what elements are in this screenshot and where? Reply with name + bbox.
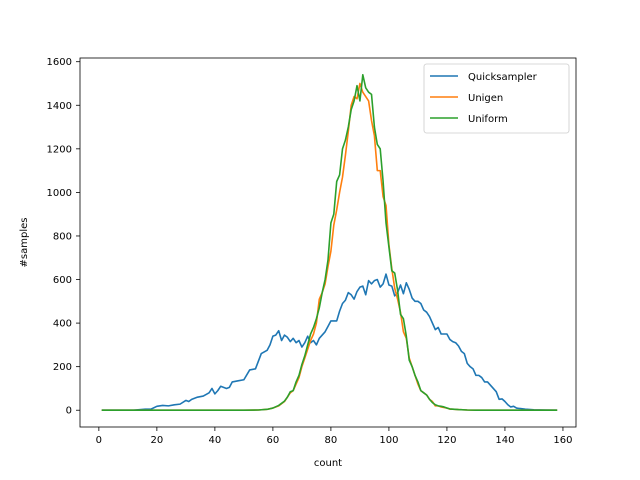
legend-label-unigen: Unigen xyxy=(468,93,503,104)
y-tick-label: 1200 xyxy=(47,144,72,155)
y-tick-label: 800 xyxy=(53,231,72,242)
y-tick-label: 1600 xyxy=(47,57,72,68)
x-axis: 0 20 40 60 80 100 120 140 160 xyxy=(96,427,572,446)
x-tick-label: 100 xyxy=(379,435,398,446)
y-axis: 0 200 400 600 800 1000 1200 1400 1600 xyxy=(47,57,80,417)
plot-frame xyxy=(79,57,577,428)
legend-box xyxy=(423,63,570,134)
series-layer xyxy=(101,73,558,412)
legend: Quicksampler Unigen Uniform xyxy=(423,63,570,134)
y-tick-label: 200 xyxy=(53,362,72,373)
x-tick-label: 60 xyxy=(267,435,280,446)
y-axis-label: #samples xyxy=(19,218,30,268)
x-tick-label: 20 xyxy=(150,435,163,446)
x-tick-label: 140 xyxy=(495,435,514,446)
x-axis-label: count xyxy=(314,458,342,469)
x-tick-label: 80 xyxy=(325,435,338,446)
y-tick-label: 1400 xyxy=(47,101,72,112)
y-tick-label: 1000 xyxy=(47,188,72,199)
y-tick-label: 0 xyxy=(66,406,72,417)
y-tick-label: 400 xyxy=(53,319,72,330)
x-tick-label: 0 xyxy=(96,435,102,446)
series-line-quicksampler xyxy=(101,273,558,412)
series-line-uniform xyxy=(101,73,558,412)
y-tick-label: 600 xyxy=(53,275,72,286)
x-tick-label: 120 xyxy=(437,435,456,446)
x-tick-label: 160 xyxy=(553,435,572,446)
x-tick-label: 40 xyxy=(209,435,222,446)
legend-label-quicksampler: Quicksampler xyxy=(468,72,538,83)
legend-label-uniform: Uniform xyxy=(468,114,508,125)
